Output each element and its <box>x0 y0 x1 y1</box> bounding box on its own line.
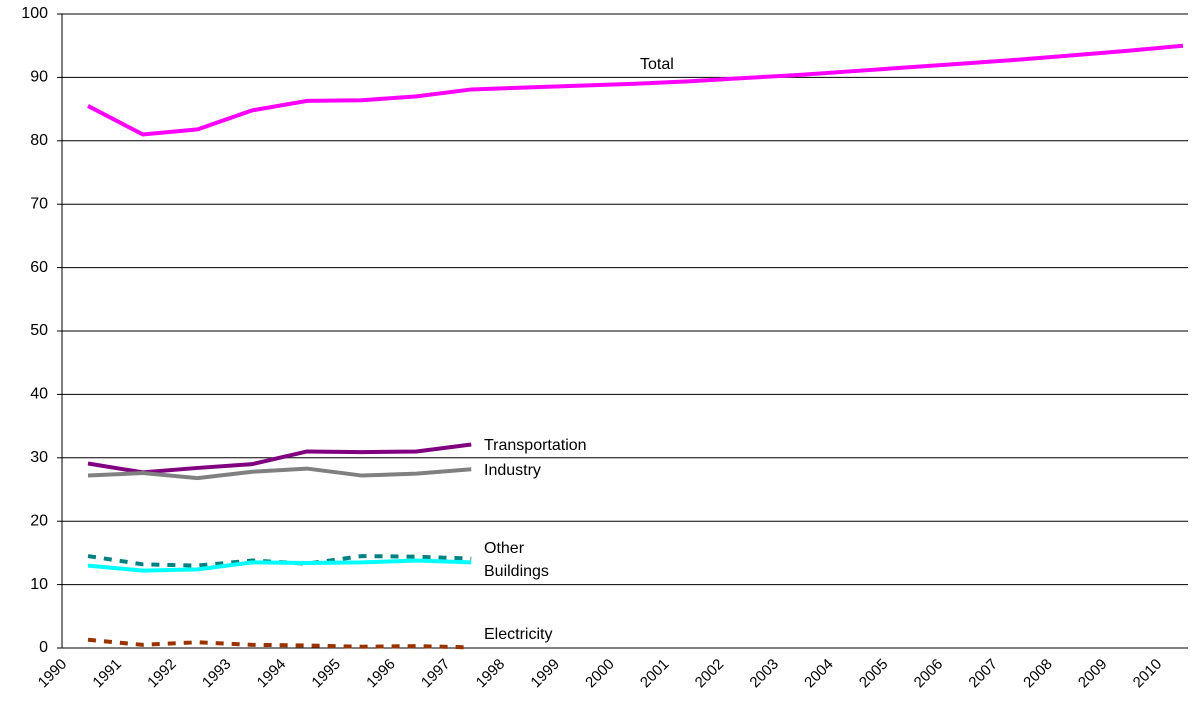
x-tick-label: 2000 <box>582 656 618 692</box>
y-tick-label: 60 <box>30 259 48 276</box>
x-tick-label: 1993 <box>199 656 235 692</box>
y-tick-label: 10 <box>30 576 48 593</box>
x-tick-label: 1999 <box>527 656 563 692</box>
x-tick-label: 2005 <box>856 656 892 692</box>
x-tick-label: 2008 <box>1020 656 1056 692</box>
x-tick-label: 1990 <box>35 656 71 692</box>
y-tick-label: 40 <box>30 386 48 403</box>
x-tick-label: 2004 <box>801 656 837 692</box>
series-label: Other <box>484 540 525 557</box>
y-tick-label: 80 <box>30 132 48 149</box>
series-line <box>87 442 472 475</box>
x-tick-label: 1991 <box>89 656 125 692</box>
series-label: Industry <box>484 462 541 479</box>
x-tick-label: 1994 <box>254 656 290 692</box>
series-label: Transportation <box>484 437 587 454</box>
x-tick-label: 2009 <box>1075 656 1111 692</box>
x-tick-label: 1995 <box>308 656 344 692</box>
series-line <box>87 558 472 573</box>
series-label: Total <box>640 56 674 73</box>
x-tick-label: 2003 <box>746 656 782 692</box>
y-tick-label: 100 <box>21 5 48 22</box>
x-tick-label: 1997 <box>418 656 454 692</box>
x-tick-label: 2006 <box>911 656 947 692</box>
series-line <box>87 637 472 650</box>
y-tick-label: 20 <box>30 512 48 529</box>
series-label: Buildings <box>484 563 549 580</box>
x-tick-label: 2002 <box>692 656 728 692</box>
series-line <box>87 43 1184 137</box>
y-tick-label: 90 <box>30 69 48 86</box>
x-tick-label: 2010 <box>1130 656 1166 692</box>
y-tick-label: 0 <box>39 639 48 656</box>
series-label: Electricity <box>484 626 552 643</box>
x-tick-label: 1992 <box>144 656 180 692</box>
y-tick-label: 70 <box>30 195 48 212</box>
y-tick-label: 30 <box>30 449 48 466</box>
x-tick-label: 1996 <box>363 656 399 692</box>
y-tick-label: 50 <box>30 322 48 339</box>
x-tick-label: 2001 <box>637 656 673 692</box>
x-tick-label: 2007 <box>965 656 1001 692</box>
series-line <box>87 466 472 481</box>
x-tick-label: 1998 <box>473 656 509 692</box>
